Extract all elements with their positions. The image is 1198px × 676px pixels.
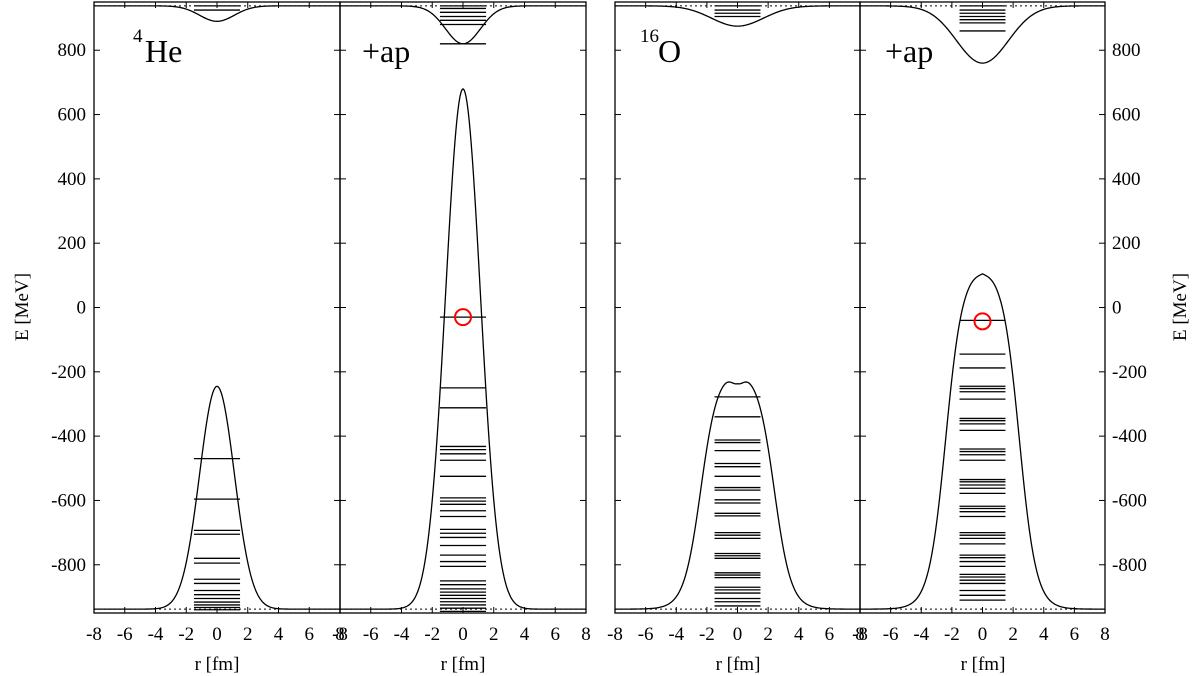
panel-2-potential-lower bbox=[340, 87, 586, 610]
panel-3-potential-upper bbox=[615, 5, 860, 27]
x-axis-title-4: r [fm] bbox=[961, 654, 1006, 675]
panel-1-x-tick-label-7: 4 bbox=[274, 624, 284, 645]
panel-2-x-tick-label-6: 2 bbox=[489, 624, 499, 645]
panel-3-x-tick-label-4: -2 bbox=[699, 624, 715, 645]
y-tick-label-left-2: -600 bbox=[51, 490, 86, 511]
panel-2-label: +ap bbox=[362, 33, 410, 69]
panel-4-x-tick-label-1: -8 bbox=[852, 624, 868, 645]
panel-4-x-tick-label-2: -6 bbox=[883, 624, 899, 645]
panel-4-label: +ap bbox=[885, 33, 933, 69]
panel-2-x-tick-label-1: -8 bbox=[332, 624, 348, 645]
panel-2-x-tick-label-3: -4 bbox=[394, 624, 410, 645]
panel-4-x-tick-label-8: 6 bbox=[1070, 624, 1080, 645]
y-tick-label-right-8: 600 bbox=[1112, 105, 1141, 126]
x-axis-title-1: r [fm] bbox=[195, 654, 240, 675]
panel-1-label-sup: 4 bbox=[133, 26, 143, 47]
y-tick-label-right-1: -800 bbox=[1112, 555, 1147, 576]
y-tick-label-left-7: 400 bbox=[58, 169, 87, 190]
x-axis-title-3: r [fm] bbox=[716, 654, 761, 675]
panel-4-potential-lower bbox=[860, 273, 1105, 610]
y-tick-label-right-2: -600 bbox=[1112, 490, 1147, 511]
y-axis-title-right: E [MeV] bbox=[1170, 273, 1191, 341]
panel-1-x-tick-label-5: 0 bbox=[212, 624, 222, 645]
panel-3-x-tick-label-1: -8 bbox=[607, 624, 623, 645]
panel-3-potential-lower bbox=[615, 381, 860, 610]
y-tick-label-left-3: -400 bbox=[51, 426, 86, 447]
panel-1-potential-lower bbox=[94, 385, 340, 610]
panel-1-x-tick-label-6: 2 bbox=[243, 624, 253, 645]
panel-4-x-tick-label-6: 2 bbox=[1008, 624, 1018, 645]
y-tick-label-left-9: 800 bbox=[58, 40, 87, 61]
panel-2-x-tick-label-7: 4 bbox=[520, 624, 530, 645]
panel-3-x-tick-label-7: 4 bbox=[794, 624, 804, 645]
y-tick-label-right-5: 0 bbox=[1112, 298, 1122, 319]
panel-3-label-sup: 16 bbox=[640, 26, 659, 47]
panel-1-x-tick-label-9: 8 bbox=[335, 624, 345, 645]
panel-4-x-tick-label-5: 0 bbox=[978, 624, 988, 645]
y-tick-label-left-4: -200 bbox=[51, 362, 86, 383]
panel-4-x-tick-label-4: -2 bbox=[944, 624, 960, 645]
panel-3-x-tick-label-6: 2 bbox=[763, 624, 773, 645]
y-tick-label-right-4: -200 bbox=[1112, 362, 1147, 383]
panel-3-frame bbox=[614, 1, 861, 614]
panel-4-marker-circle bbox=[973, 312, 992, 331]
panel-2-x-tick-label-8: 6 bbox=[551, 624, 561, 645]
y-tick-label-left-1: -800 bbox=[51, 555, 86, 576]
panel-2-frame bbox=[339, 1, 587, 614]
panel-2-marker-circle bbox=[454, 308, 472, 327]
axis-titles: E [MeV] E [MeV] r [fm] r [fm] r [fm] r [… bbox=[12, 273, 1191, 675]
panel-1-x-tick-label-2: -6 bbox=[117, 624, 133, 645]
y-axis-title-left: E [MeV] bbox=[12, 273, 33, 341]
panel-1-x-tick-label-4: -2 bbox=[178, 624, 194, 645]
chart-layer: -8 -6 -4 -2 0 2 4 6 8-8 -6 -4 -2 0 2 4 6 8 -8 -6 -4 -2 0 2 4 6 8-… bbox=[51, 1, 1147, 645]
panel-1-frame bbox=[93, 1, 341, 614]
panel-3-x-tick-label-2: -6 bbox=[638, 624, 654, 645]
panel-4-x-tick-label-7: 4 bbox=[1039, 624, 1049, 645]
panel-3-label: O bbox=[658, 33, 681, 69]
panel-3-x-tick-label-9: 8 bbox=[855, 624, 865, 645]
panel-2-x-tick-label-2: -6 bbox=[363, 624, 379, 645]
panel-4-x-tick-label-9: 8 bbox=[1100, 624, 1110, 645]
y-tick-label-left-5: 0 bbox=[77, 298, 87, 319]
panel-3-x-tick-label-3: -4 bbox=[668, 624, 684, 645]
y-tick-label-left-6: 200 bbox=[58, 233, 87, 254]
panel-2-x-tick-label-5: 0 bbox=[458, 624, 468, 645]
panel-3-x-tick-label-8: 6 bbox=[825, 624, 835, 645]
panel-4-frame bbox=[859, 1, 1106, 614]
panel-1-potential-upper bbox=[94, 5, 340, 22]
y-tick-label-right-7: 400 bbox=[1112, 169, 1141, 190]
x-axis-title-2: r [fm] bbox=[441, 654, 486, 675]
panel-2-x-tick-label-4: -2 bbox=[424, 624, 440, 645]
y-tick-label-right-6: 200 bbox=[1112, 233, 1141, 254]
panel-2-x-tick-label-9: 8 bbox=[581, 624, 591, 645]
panel-1-x-tick-label-8: 6 bbox=[305, 624, 315, 645]
y-tick-label-right-9: 800 bbox=[1112, 40, 1141, 61]
panel-1-x-tick-label-1: -8 bbox=[86, 624, 102, 645]
panel-1-label: He bbox=[145, 33, 182, 69]
panel-labels: 4 He +ap 16 O +ap bbox=[133, 26, 933, 69]
y-tick-label-left-8: 600 bbox=[58, 105, 87, 126]
y-tick-label-right-3: -400 bbox=[1112, 426, 1147, 447]
panel-3-x-tick-label-5: 0 bbox=[733, 624, 743, 645]
panel-4-x-tick-label-3: -4 bbox=[913, 624, 929, 645]
panel-1-x-tick-label-3: -4 bbox=[148, 624, 164, 645]
panel-4-potential-upper bbox=[860, 5, 1105, 64]
